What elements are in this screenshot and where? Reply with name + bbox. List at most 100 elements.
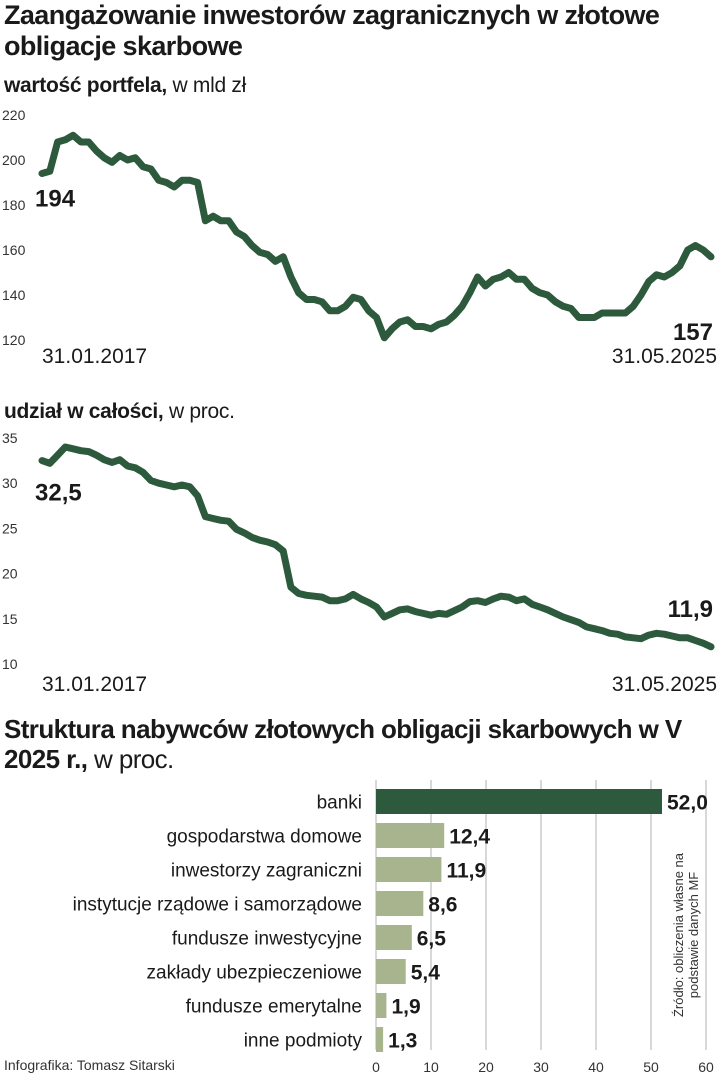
share-point-27 [251, 536, 253, 538]
value-point-84 [694, 245, 696, 246]
share-point-71 [593, 628, 595, 630]
share-point-42 [368, 602, 370, 603]
value-point-67 [562, 305, 564, 307]
value-point-57 [484, 285, 486, 287]
value-point-81 [671, 272, 673, 273]
bar-0 [376, 789, 662, 814]
value-ytick-2: 160 [2, 242, 26, 258]
value-point-30 [274, 260, 276, 262]
share-point-84 [694, 640, 696, 641]
value-point-2 [57, 141, 59, 143]
share-point-39 [344, 598, 346, 600]
bar-4 [376, 925, 412, 950]
value-point-63 [531, 287, 533, 289]
share-point-4 [72, 448, 74, 450]
value-point-76 [632, 305, 634, 307]
share-point-20 [197, 495, 199, 497]
value-point-36 [321, 301, 323, 303]
value-point-22 [212, 215, 214, 217]
share-point-21 [204, 516, 206, 518]
share-point-24 [228, 520, 230, 522]
share-point-2 [57, 454, 59, 456]
chart1-label-unit: w mld zł [172, 74, 247, 97]
value-point-35 [313, 299, 315, 300]
share-point-65 [547, 609, 549, 611]
value-point-9 [111, 161, 113, 163]
share-xlabel-end: 31.05.2025 [612, 673, 717, 696]
value-point-61 [516, 278, 517, 280]
value-point-24 [228, 220, 230, 222]
share-point-12 [134, 467, 136, 469]
value-point-16 [166, 182, 167, 183]
value-point-34 [306, 299, 307, 300]
share-point-44 [383, 616, 385, 618]
share-point-3 [64, 446, 66, 448]
share-point-37 [329, 600, 331, 602]
value-point-65 [547, 294, 549, 296]
share-point-66 [554, 612, 556, 614]
chart2-label-bold: udział w całości, [4, 400, 164, 423]
share-point-8 [103, 459, 105, 461]
x-tick-3: 30 [533, 1059, 549, 1075]
x-tick-4: 40 [588, 1059, 604, 1075]
share-point-28 [259, 539, 261, 541]
value-end-label: 157 [673, 319, 713, 346]
share-ytick-5: 35 [2, 430, 18, 446]
value-point-49 [422, 326, 424, 327]
share-point-5 [80, 450, 82, 452]
bar-2 [376, 857, 442, 882]
share-point-23 [220, 519, 222, 521]
share-point-69 [578, 621, 580, 623]
share-point-67 [562, 616, 564, 618]
share-point-36 [321, 596, 323, 598]
buyers-bar-chart: 0 10 20 30 40 50 60 banki 52,0 gospodarstwa domow… [73, 780, 714, 1075]
x-tick-5: 50 [643, 1059, 659, 1075]
value-point-54 [461, 305, 463, 307]
source-note-line-1: Źródło: obliczenia własne na [671, 852, 686, 1017]
bar-value-1: 12,4 [449, 826, 490, 849]
share-point-11 [127, 465, 129, 467]
share-point-46 [399, 609, 401, 611]
share-point-9 [111, 461, 113, 463]
value-point-21 [204, 220, 206, 222]
share-point-48 [414, 611, 416, 613]
value-point-11 [127, 159, 129, 161]
chart3-title: Struktura nabywców złotowych obligacji s… [4, 714, 714, 774]
share-point-70 [586, 626, 587, 628]
value-point-23 [220, 220, 222, 222]
share-point-16 [166, 484, 167, 486]
value-point-19 [189, 179, 191, 181]
share-ytick-3: 25 [2, 520, 18, 536]
share-point-31 [282, 550, 284, 552]
value-point-55 [469, 292, 471, 294]
value-point-80 [663, 276, 665, 278]
share-point-86 [710, 646, 712, 648]
share-point-47 [407, 608, 409, 610]
share-point-13 [142, 471, 144, 473]
share-point-35 [313, 595, 315, 597]
value-point-48 [414, 326, 416, 327]
share-point-78 [648, 634, 650, 636]
value-point-4 [72, 134, 74, 136]
value-point-64 [539, 292, 541, 294]
value-point-20 [197, 182, 199, 183]
chart2-label: udział w całości, w proc. [4, 400, 235, 424]
share-point-74 [617, 633, 619, 635]
value-point-68 [570, 308, 572, 309]
share-point-1 [49, 462, 51, 464]
share-ytick-0: 10 [2, 656, 18, 672]
value-ytick-0: 120 [2, 332, 26, 348]
bar-value-2: 11,9 [446, 860, 486, 883]
value-point-43 [376, 317, 377, 318]
chart3-title-unit: w proc. [94, 744, 174, 774]
value-point-60 [508, 272, 510, 273]
value-point-82 [679, 265, 681, 267]
value-point-83 [687, 249, 689, 251]
value-point-17 [173, 186, 175, 188]
share-point-56 [477, 600, 479, 602]
share-point-72 [601, 630, 603, 632]
share-point-40 [352, 593, 354, 595]
value-point-56 [477, 276, 479, 278]
value-point-70 [586, 317, 587, 318]
x-tick-6: 60 [698, 1059, 714, 1075]
